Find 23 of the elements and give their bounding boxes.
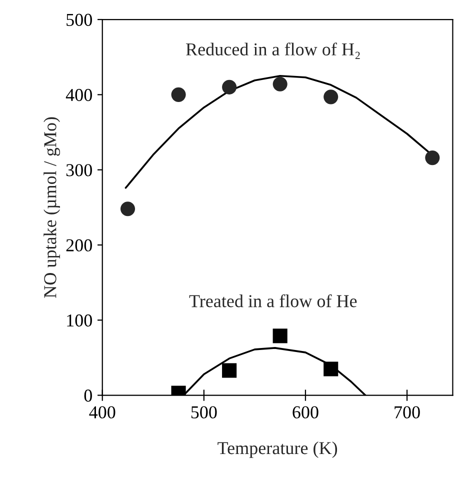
y-tick-label: 0: [84, 390, 92, 402]
x-tick-label: 600: [292, 406, 318, 418]
y-tick-label: 300: [66, 164, 92, 176]
point: [272, 76, 288, 92]
point: [222, 80, 237, 94]
y-tick-label: 400: [66, 88, 92, 102]
x-tick-label: 500: [191, 406, 217, 418]
y-tick-label: 200: [66, 239, 92, 252]
x-tick-label: 400: [89, 406, 116, 418]
point: [324, 90, 338, 104]
point: [272, 328, 288, 344]
x-tick-label: 700: [394, 406, 420, 418]
point: [425, 150, 440, 166]
series-label: Treated in a flow of He: [189, 294, 357, 308]
point: [324, 362, 338, 376]
series-label: Reduced in a flow of H₂: [186, 42, 360, 59]
point: [222, 363, 237, 378]
y-tick-label: 100: [67, 314, 92, 327]
y-tick-label: 500: [66, 14, 92, 26]
x-axis-title: Temperature (K): [218, 442, 338, 458]
y-axis-title: NO uptake (µmol / gMo): [44, 117, 60, 298]
point: [171, 87, 186, 102]
point: [120, 202, 136, 216]
